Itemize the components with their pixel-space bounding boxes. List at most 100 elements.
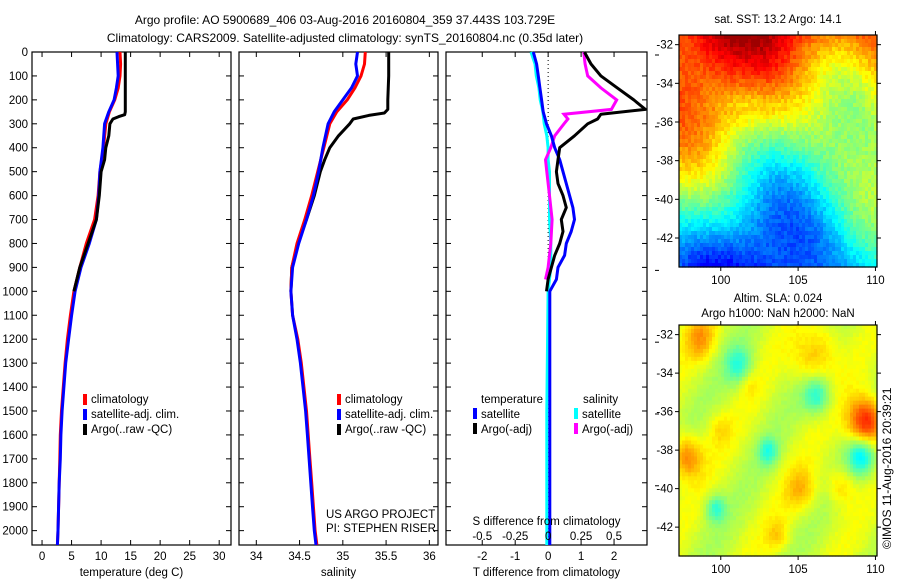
heatmap-cell [715, 63, 719, 68]
heatmap-cell [814, 223, 818, 228]
heatmap-cell [742, 139, 746, 144]
heatmap-cell [766, 247, 770, 252]
heatmap-cell [862, 231, 866, 236]
heatmap-cell [727, 179, 731, 184]
heatmap-cell [739, 55, 743, 60]
heatmap-cell [781, 348, 785, 354]
heatmap-cell [763, 219, 767, 224]
heatmap-cell [745, 187, 749, 192]
heatmap-cell [784, 35, 788, 40]
heatmap-cell [823, 231, 827, 236]
heatmap-cell [829, 83, 833, 88]
heatmap-cell [754, 155, 758, 160]
heatmap-cell [751, 211, 755, 216]
heatmap-cell [694, 55, 698, 60]
heatmap-cell [871, 223, 875, 228]
heatmap-cell [817, 239, 821, 244]
heatmap-cell [808, 151, 812, 156]
heatmap-cell [709, 151, 713, 156]
heatmap-cell [775, 344, 779, 350]
heatmap-cell [844, 75, 848, 80]
heatmap-cell [802, 171, 806, 176]
heatmap-cell [751, 59, 755, 64]
heatmap-cell [781, 235, 785, 240]
heatmap-cell [685, 227, 689, 232]
heatmap-cell [865, 183, 869, 188]
heatmap-cell [847, 123, 851, 128]
heatmap-cell [874, 95, 878, 100]
heatmap-cell [799, 332, 803, 338]
heatmap-cell [763, 191, 767, 196]
heatmap-cell [730, 55, 734, 60]
heatmap-cell [754, 59, 758, 64]
heatmap-cell [805, 235, 809, 240]
x-axis-label: T difference from climatology [473, 567, 620, 579]
heatmap-cell [766, 199, 770, 204]
heatmap-cell [865, 111, 869, 116]
heatmap-cell [733, 63, 737, 68]
heatmap-cell [862, 59, 866, 64]
heatmap-cell [871, 364, 875, 370]
salinity-argo-line [543, 51, 619, 280]
heatmap-cell [772, 263, 776, 268]
heatmap-cell [700, 211, 704, 216]
heatmap-cell [730, 356, 734, 362]
heatmap-cell [730, 83, 734, 88]
heatmap-cell [805, 348, 809, 354]
heatmap-cell [871, 123, 875, 128]
heatmap-cell [781, 255, 785, 260]
heatmap-cell [766, 356, 770, 362]
heatmap-cell [799, 239, 803, 244]
heatmap-cell [787, 115, 791, 120]
heatmap-cell [691, 79, 695, 84]
heatmap-cell [790, 63, 794, 68]
heatmap-cell [700, 183, 704, 188]
heatmap-cell [805, 364, 809, 370]
heatmap-cell [790, 67, 794, 72]
heatmap-cell [682, 219, 686, 224]
heatmap-cell [760, 143, 764, 148]
heatmap-cell [790, 91, 794, 96]
heatmap-cell [874, 163, 878, 168]
heatmap-cell [814, 159, 818, 164]
heatmap-cell [766, 59, 770, 64]
heatmap-cell [706, 356, 710, 362]
heatmap-cell [718, 251, 722, 256]
heatmap-cell [841, 356, 845, 362]
heatmap-cell [760, 336, 764, 342]
heatmap-cell [706, 348, 710, 354]
heatmap-cell [769, 71, 773, 76]
heatmap-cell [829, 344, 833, 350]
heatmap-cell [874, 207, 878, 212]
heatmap-cell [871, 119, 875, 124]
heatmap-cell [784, 147, 788, 152]
heatmap-cell [721, 59, 725, 64]
heatmap-cell [682, 183, 686, 188]
heatmap-cell [709, 39, 713, 44]
heatmap-cell [817, 219, 821, 224]
heatmap-cell [763, 71, 767, 76]
heatmap-cell [742, 251, 746, 256]
heatmap-cell [775, 75, 779, 80]
heatmap-cell [865, 239, 869, 244]
heatmap-cell [808, 368, 812, 374]
heatmap-cell [706, 336, 710, 342]
heatmap-cell [748, 183, 752, 188]
heatmap-cell [724, 191, 728, 196]
heatmap-cell [763, 175, 767, 180]
heatmap-cell [748, 325, 752, 330]
heatmap-cell [721, 325, 725, 330]
heatmap-cell [811, 123, 815, 128]
heatmap-cell [826, 263, 830, 268]
heatmap-cell [835, 47, 839, 52]
heatmap-cell [772, 47, 776, 52]
map-frame [678, 34, 878, 268]
heatmap-cell [706, 325, 710, 330]
heatmap-cell [694, 63, 698, 68]
heatmap-cell [832, 219, 836, 224]
heatmap-cell [790, 159, 794, 164]
heatmap-cell [817, 99, 821, 104]
heatmap-cell [814, 63, 818, 68]
heatmap-cell [856, 163, 860, 168]
heatmap-cell [709, 119, 713, 124]
